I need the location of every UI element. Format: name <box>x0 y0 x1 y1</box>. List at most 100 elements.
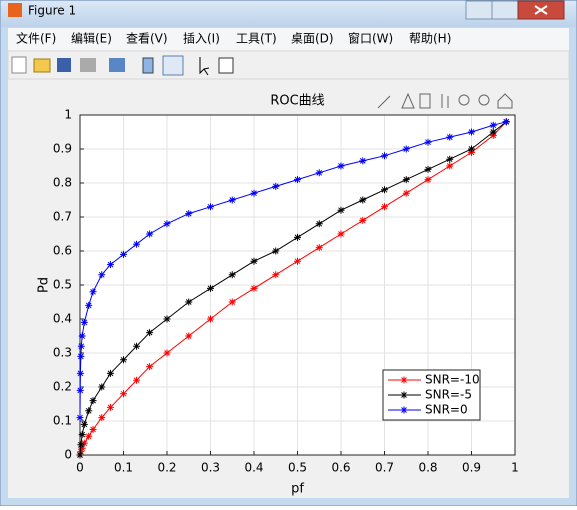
pan[interactable] <box>441 94 449 108</box>
brush[interactable] <box>401 92 415 109</box>
y-tick-label: 0 <box>64 448 72 462</box>
marker <box>85 407 93 415</box>
marker <box>207 315 214 323</box>
marker <box>185 210 193 218</box>
cursor-icon[interactable] <box>199 57 210 76</box>
y-tick-label: 0.1 <box>53 414 72 428</box>
marker <box>402 176 410 184</box>
marker <box>424 165 432 173</box>
marker <box>78 332 86 340</box>
y-tick-label: 0.3 <box>53 346 72 360</box>
menu-item[interactable]: 窗口(W) <box>348 32 393 46</box>
marker <box>359 157 367 165</box>
series-line <box>79 121 507 456</box>
marker <box>489 121 497 129</box>
home[interactable] <box>497 93 513 109</box>
marker <box>106 403 114 411</box>
menu-item[interactable]: 桌面(D) <box>291 32 334 46</box>
app-icon <box>8 3 22 17</box>
marker <box>133 342 141 350</box>
marker <box>315 220 323 228</box>
x-tick-label: 0.3 <box>201 461 220 475</box>
x-tick-label: 0.9 <box>462 461 481 475</box>
marker <box>294 233 301 241</box>
axes-box <box>79 114 516 456</box>
print-icon[interactable] <box>80 58 96 72</box>
marker <box>381 186 388 194</box>
x-axis-label: pf <box>291 482 304 497</box>
marker <box>76 414 84 422</box>
menu-item[interactable]: 文件(F) <box>16 31 56 46</box>
y-tick-label: 0.4 <box>53 312 72 326</box>
y-tick-label: 1 <box>64 108 72 122</box>
marker <box>120 356 127 364</box>
menu-item[interactable]: 编辑(E) <box>71 31 112 46</box>
marker <box>502 118 510 126</box>
zoom-in[interactable] <box>458 94 470 106</box>
marker <box>80 420 88 428</box>
y-tick-label: 0.9 <box>53 142 72 156</box>
marker <box>133 376 141 384</box>
new-icon[interactable] <box>11 56 27 74</box>
marker <box>146 230 154 238</box>
marker <box>228 298 236 306</box>
marker <box>337 206 345 214</box>
open-icon[interactable] <box>33 58 51 73</box>
marker <box>78 444 86 452</box>
maximize-button[interactable] <box>491 0 519 20</box>
window-title: Figure 1 <box>28 4 76 18</box>
marker <box>446 155 454 163</box>
marker <box>78 431 86 439</box>
marker <box>337 230 345 238</box>
marker <box>250 257 258 265</box>
marker <box>76 386 84 394</box>
marker <box>446 133 454 141</box>
marker <box>468 145 475 153</box>
minimize-button[interactable] <box>465 0 493 20</box>
legend-icon[interactable] <box>162 55 184 76</box>
marker <box>185 332 193 340</box>
marker <box>98 383 106 391</box>
export[interactable] <box>377 95 391 109</box>
marker <box>76 369 84 377</box>
marker <box>207 203 214 211</box>
marker <box>89 397 97 405</box>
x-tick-label: 0.5 <box>288 461 307 475</box>
y-tick-label: 0.5 <box>53 278 72 292</box>
close-icon <box>534 5 548 15</box>
marker <box>337 162 345 170</box>
y-tick-label: 0.8 <box>53 176 72 190</box>
marker <box>163 315 171 323</box>
zoom-out[interactable] <box>478 94 490 106</box>
marker <box>106 369 114 377</box>
marker <box>207 284 214 292</box>
property-icon[interactable] <box>218 57 234 74</box>
marker <box>359 196 367 204</box>
x-tick-label: 0.2 <box>157 461 176 475</box>
toolbar <box>7 50 570 80</box>
marker <box>146 329 154 337</box>
marker <box>489 128 497 136</box>
marker <box>163 220 171 228</box>
marker <box>146 363 154 371</box>
toolbar-icons <box>11 55 234 76</box>
marker <box>120 250 127 258</box>
menu-item[interactable]: 工具(T) <box>236 32 277 46</box>
legend-label: SNR=-10 <box>425 373 480 387</box>
menu-item[interactable]: 插入(I) <box>183 32 220 46</box>
menu-bar <box>8 28 569 50</box>
marker <box>272 247 280 255</box>
marker <box>106 261 114 269</box>
marker <box>185 298 193 306</box>
menu-item[interactable]: 帮助(H) <box>409 32 451 46</box>
data-tip[interactable] <box>419 93 431 109</box>
menu-item[interactable]: 查看(V) <box>126 32 168 46</box>
marker <box>315 244 323 252</box>
colorbar-icon[interactable] <box>142 57 154 74</box>
legend-label: SNR=0 <box>425 403 468 417</box>
marker <box>381 152 388 160</box>
marker <box>402 189 410 197</box>
link-icon[interactable] <box>109 58 125 72</box>
save-icon[interactable] <box>57 58 71 72</box>
